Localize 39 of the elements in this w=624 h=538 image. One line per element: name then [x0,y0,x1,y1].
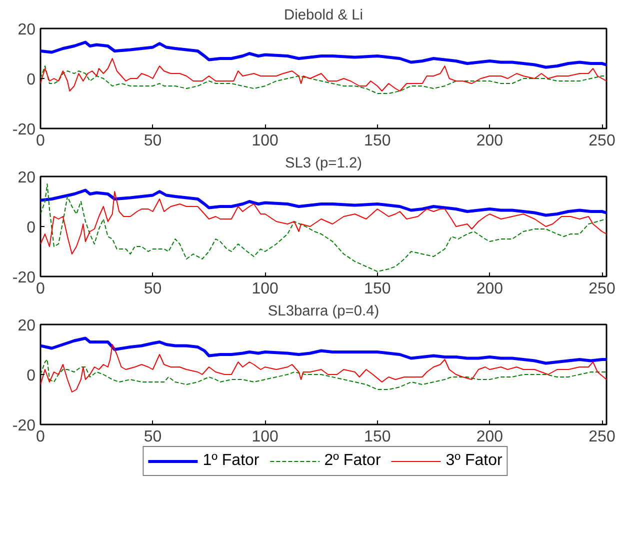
x-tick-label: 100 [252,280,279,298]
y-tick-label: 0 [26,368,36,384]
y-tick-label: -20 [12,122,36,138]
line-series [40,40,606,69]
x-tick-label: 50 [144,428,162,446]
line-series [40,188,606,217]
line-series [40,66,606,94]
x-tick-label: 50 [144,132,162,150]
x-tick-label: 100 [252,132,279,150]
x-tick-label: 250 [588,280,616,298]
y-tick-label: 0 [26,72,36,88]
x-tick-label: 200 [476,280,504,298]
x-tick-label: 200 [476,428,504,446]
x-tick-label: 250 [588,428,616,446]
x-tick-label: 250 [588,132,616,150]
x-tick-label: 50 [144,280,162,298]
y-tick-label: 20 [18,170,36,186]
x-tick-label: 100 [252,428,279,446]
y-tick-label: -20 [12,270,36,286]
y-tick-label: 20 [18,318,36,334]
chart-title: SL3barra (p=0.4) [268,304,380,320]
chart-title: Diebold & Li [284,8,364,24]
line-series [40,58,606,92]
legend-label: 2º Fator [324,452,381,470]
x-tick-label: 150 [364,132,391,150]
line-series [40,336,606,365]
line-series [40,344,606,392]
x-tick-label: 150 [364,428,391,446]
line-series [40,184,606,272]
y-tick-label: 0 [26,220,36,236]
x-tick-label: 150 [364,280,391,298]
legend-label: 1º Fator [202,452,260,470]
x-tick-label: 200 [476,132,504,150]
chart-title: SL3 (p=1.2) [285,156,362,172]
line-series [40,359,606,390]
legend-label: 3º Fator [446,452,502,470]
y-tick-label: 20 [18,22,36,38]
line-series [40,191,606,254]
y-tick-label: -20 [12,418,36,434]
